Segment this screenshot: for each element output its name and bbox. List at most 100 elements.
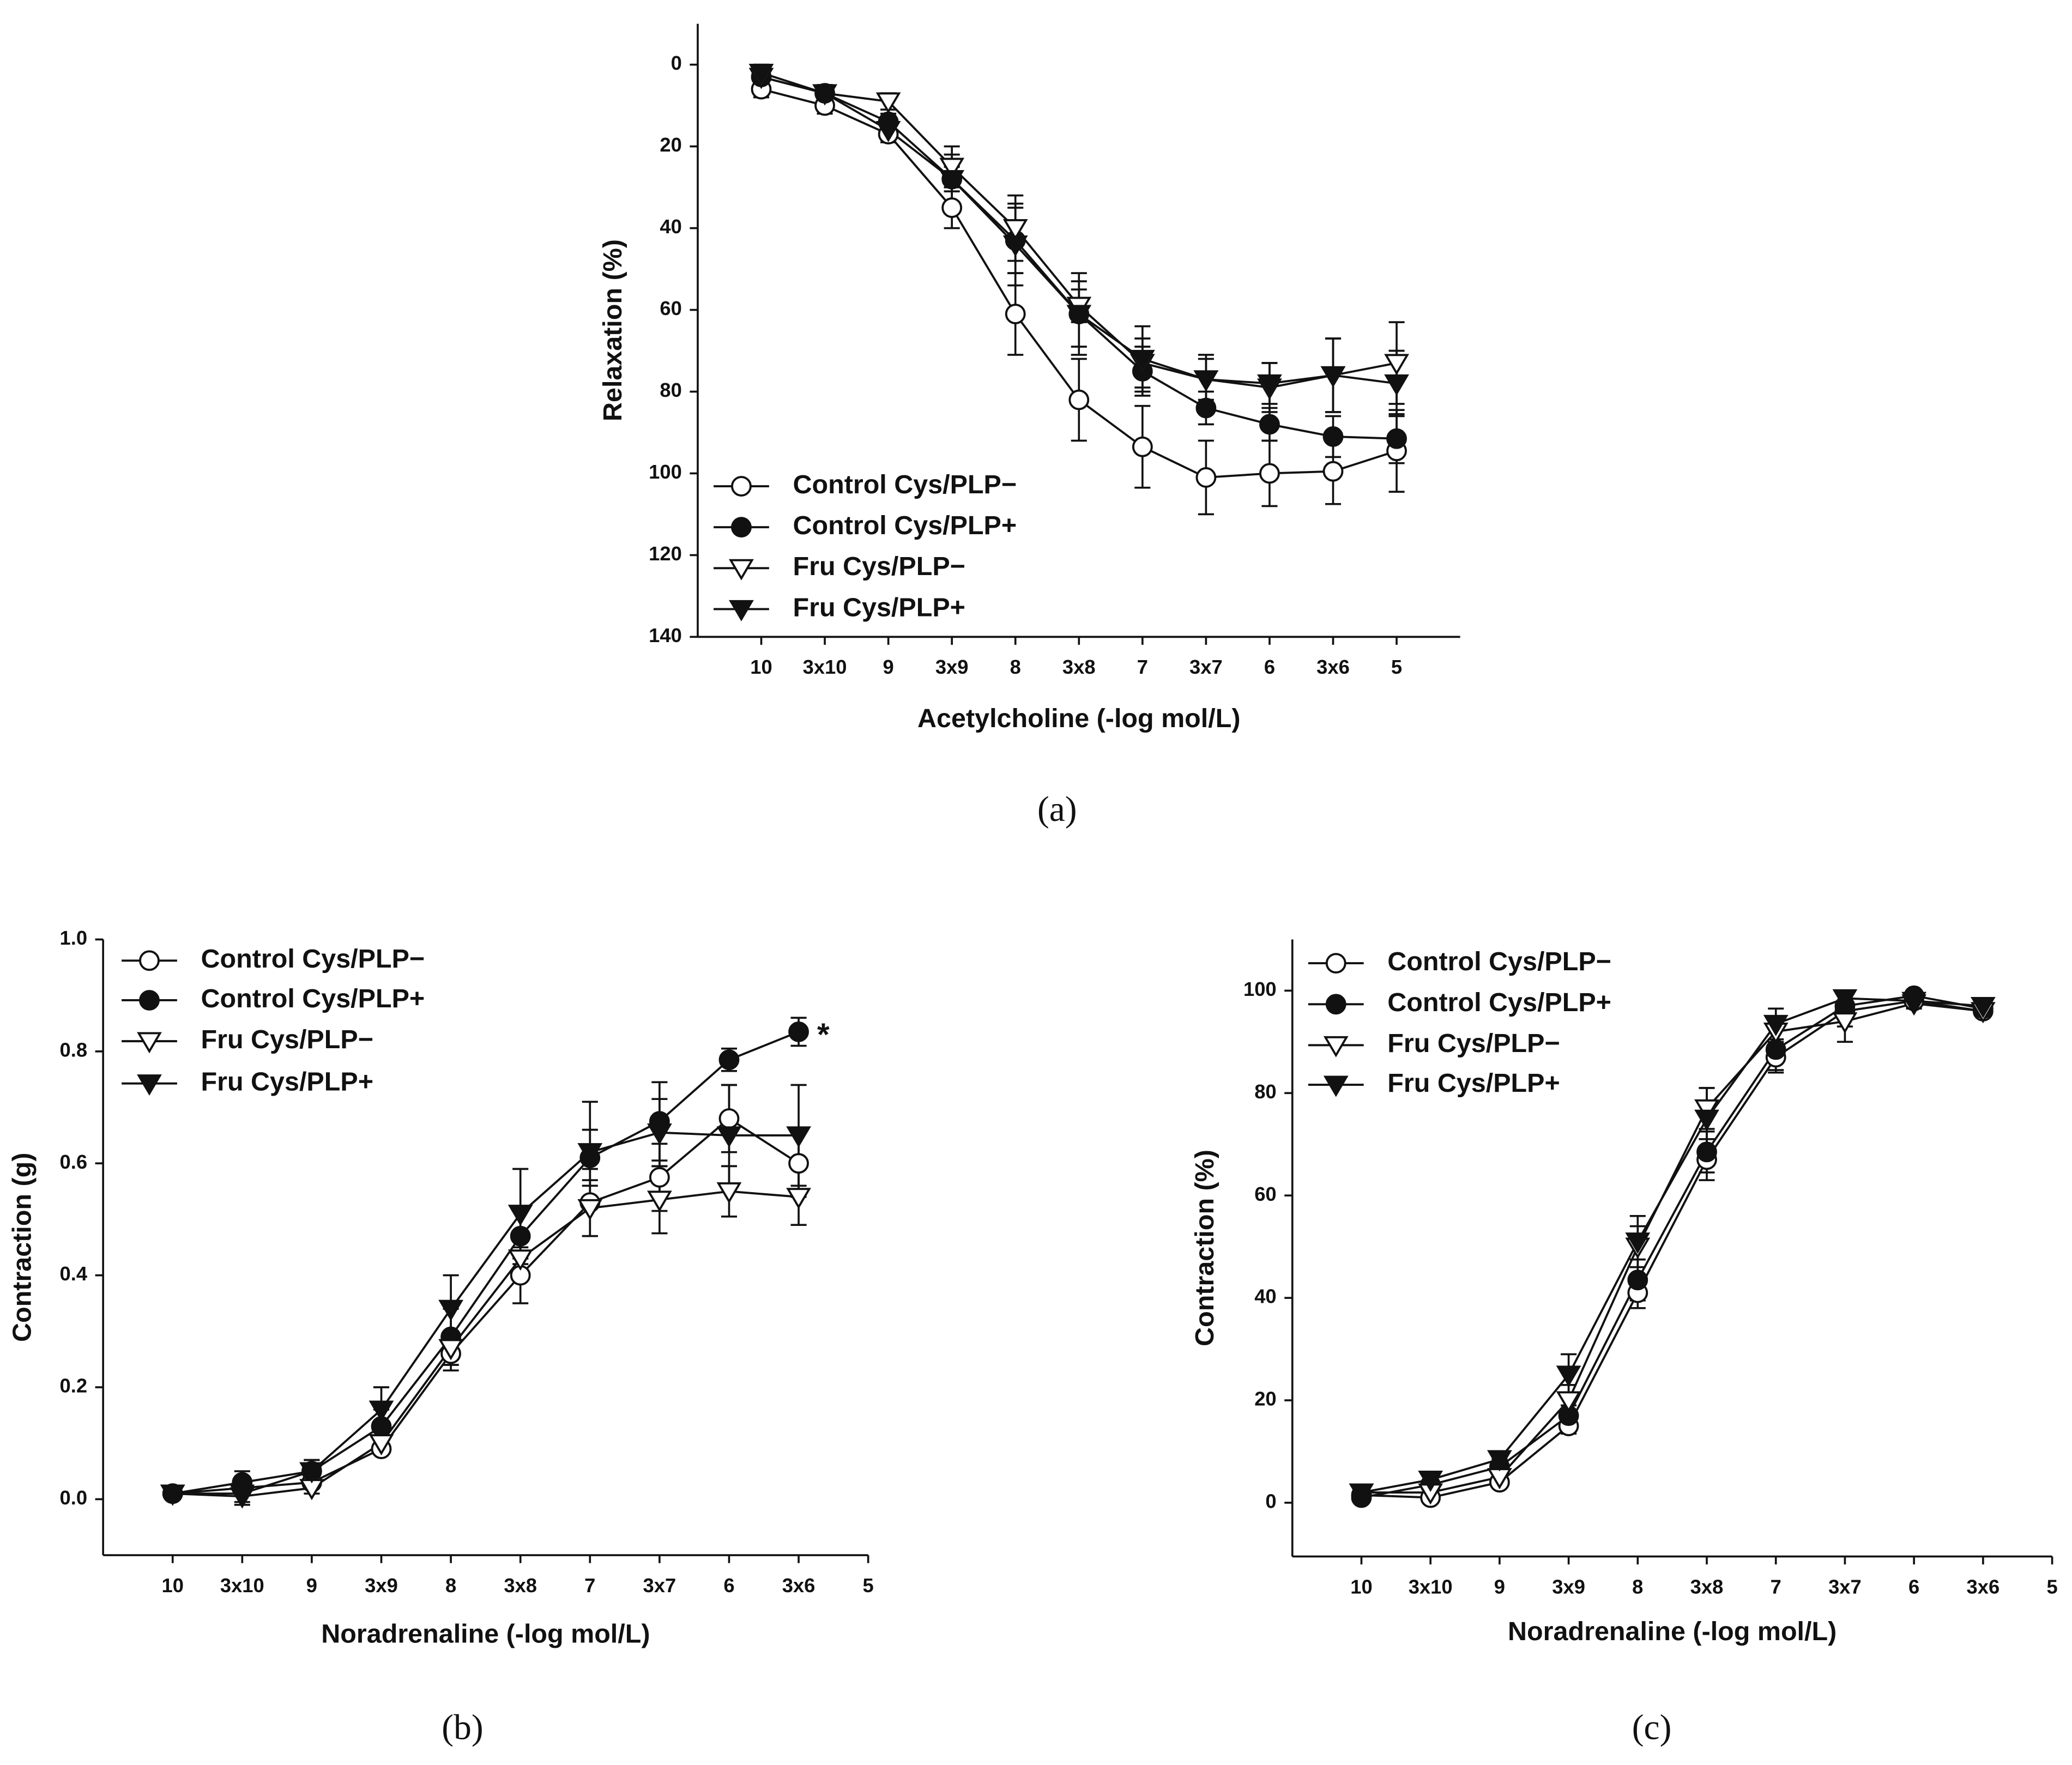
data-point (1193, 370, 1219, 392)
x-tick-label: 10 (1350, 1575, 1372, 1598)
legend-marker (731, 517, 752, 538)
x-tick-label: 3x9 (1552, 1575, 1585, 1598)
y-tick-label: 80 (1254, 1080, 1276, 1103)
legend-marker (729, 559, 754, 581)
data-point (577, 1143, 603, 1165)
x-tick-label: 5 (1391, 656, 1402, 678)
y-tick-label: 40 (660, 215, 681, 238)
data-point (875, 121, 901, 142)
series-line (172, 1117, 800, 1495)
x-tick-label: 5 (2046, 1575, 2057, 1598)
data-point (369, 1434, 394, 1456)
data-point (1129, 349, 1155, 371)
x-tick-label: 3x6 (1967, 1575, 2000, 1598)
x-tick-label: 3x7 (1828, 1575, 1862, 1598)
y-tick-label: 0.2 (60, 1375, 88, 1397)
data-point (1627, 1270, 1648, 1291)
y-tick-label: 0.0 (60, 1486, 88, 1509)
data-point (438, 1339, 464, 1361)
x-tick-label: 9 (306, 1574, 317, 1597)
legend-label: Control Cys/PLP+ (201, 984, 425, 1013)
data-point (1625, 1232, 1651, 1254)
data-point (1418, 1471, 1443, 1492)
y-tick-label: 60 (1254, 1183, 1276, 1205)
data-point (718, 1108, 740, 1129)
data-point (1068, 389, 1090, 410)
data-point (1322, 426, 1344, 447)
x-tick-label: 6 (1908, 1575, 1919, 1598)
x-tick-label: 5 (863, 1574, 874, 1597)
data-point (1259, 463, 1280, 484)
legend-label: Control Cys/PLP− (1387, 947, 1611, 976)
data-point (510, 1225, 531, 1247)
data-point (1901, 992, 1927, 1013)
y-axis-label: Contraction (g) (8, 1153, 37, 1342)
x-tick-label: 3x10 (220, 1574, 264, 1597)
data-point (508, 1249, 533, 1271)
series-line (172, 1131, 799, 1495)
y-tick-label: 20 (660, 134, 681, 156)
data-point (1556, 1365, 1581, 1387)
series-line (1361, 1002, 1984, 1494)
series-line (1361, 994, 1984, 1499)
y-tick-label: 0 (1265, 1490, 1276, 1512)
legend-marker (1325, 994, 1346, 1015)
legend-marker (731, 476, 752, 497)
legend-marker (1323, 1075, 1349, 1097)
legend-label: Control Cys/PLP+ (793, 511, 1017, 540)
y-tick-label: 0.8 (60, 1038, 88, 1061)
x-tick-label: 3x8 (1062, 656, 1096, 678)
y-tick-label: 120 (649, 542, 682, 565)
annotation: * (817, 1017, 830, 1053)
x-tick-label: 3x7 (643, 1574, 676, 1597)
data-point (1832, 1012, 1858, 1034)
data-point (786, 1188, 811, 1210)
x-tick-label: 3x7 (1189, 656, 1223, 678)
data-point (716, 1126, 742, 1148)
x-tick-label: 6 (1264, 656, 1275, 678)
legend-label: Fru Cys/PLP+ (793, 593, 965, 622)
series-line (1361, 997, 1984, 1494)
legend-label: Fru Cys/PLP− (201, 1025, 374, 1054)
data-point (1132, 436, 1153, 457)
y-tick-label: 20 (1254, 1388, 1276, 1410)
data-point (718, 1049, 740, 1071)
legend-label: Control Cys/PLP− (201, 944, 425, 974)
data-point (939, 158, 965, 179)
data-point (1384, 354, 1409, 376)
data-point (941, 197, 963, 218)
x-tick-label: 3x6 (1316, 656, 1350, 678)
data-point (1195, 397, 1217, 419)
series-line (172, 1031, 799, 1495)
legend-marker (1325, 953, 1346, 974)
data-point (1832, 989, 1858, 1011)
y-axis-label: Relaxation (%) (598, 239, 627, 421)
data-point (1386, 428, 1407, 449)
x-tick-label: 10 (162, 1574, 184, 1597)
legend-label: Fru Cys/PLP− (1387, 1029, 1560, 1058)
x-tick-label: 6 (723, 1574, 734, 1597)
y-tick-label: 100 (649, 461, 682, 483)
data-point (577, 1199, 603, 1220)
y-tick-label: 80 (660, 379, 681, 401)
data-point (1694, 1109, 1719, 1131)
series-line (172, 1190, 799, 1498)
y-tick-label: 40 (1254, 1285, 1276, 1308)
x-tick-label: 3x8 (1690, 1575, 1724, 1598)
legend-label: Control Cys/PLP− (793, 470, 1017, 499)
legend-marker (137, 1032, 162, 1054)
y-tick-label: 60 (660, 297, 681, 319)
y-tick-label: 0.4 (60, 1262, 88, 1285)
x-tick-label: 9 (883, 656, 893, 678)
data-point (1066, 305, 1092, 327)
data-point (438, 1299, 464, 1321)
data-point (508, 1205, 533, 1226)
data-point (1487, 1450, 1512, 1472)
data-point (299, 1462, 324, 1484)
data-point (1384, 374, 1409, 396)
y-tick-label: 1.0 (60, 927, 88, 949)
panel-label: (c) (1632, 1708, 1672, 1747)
x-tick-label: 3x9 (935, 656, 969, 678)
data-point (748, 64, 774, 85)
